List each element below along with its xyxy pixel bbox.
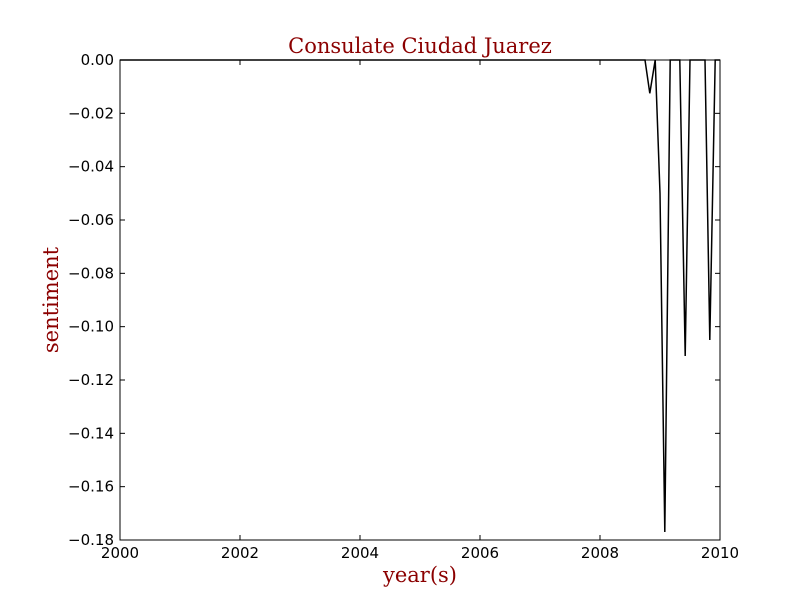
axes-frame bbox=[119, 59, 721, 541]
y-tick-label: −0.12 bbox=[68, 371, 114, 389]
y-tick-label: −0.18 bbox=[68, 531, 114, 549]
y-tick-label: −0.02 bbox=[68, 104, 114, 122]
y-tick-label: −0.08 bbox=[68, 264, 114, 282]
y-tick-label: −0.16 bbox=[68, 478, 114, 496]
x-tick-label: 2010 bbox=[701, 544, 739, 562]
x-tick-label: 2000 bbox=[101, 544, 139, 562]
y-tick-label: −0.04 bbox=[68, 158, 114, 176]
y-axis-label: sentiment bbox=[39, 246, 63, 353]
x-tick-label: 2006 bbox=[461, 544, 499, 562]
x-tick-label: 2004 bbox=[341, 544, 379, 562]
x-axis-label: year(s) bbox=[382, 563, 457, 587]
chart-title: Consulate Ciudad Juarez bbox=[288, 34, 552, 58]
y-tick-label: −0.10 bbox=[68, 318, 114, 336]
y-tick-label: −0.06 bbox=[68, 211, 114, 229]
plot-area: 2000 2002 2004 2006 2008 2010 0.00 −0.02 −0.04 −0… bbox=[68, 51, 739, 562]
y-tick-label: 0.00 bbox=[81, 51, 114, 69]
x-tick-label: 2002 bbox=[221, 544, 259, 562]
y-tick-label: −0.14 bbox=[68, 424, 114, 442]
x-tick-label: 2008 bbox=[581, 544, 619, 562]
